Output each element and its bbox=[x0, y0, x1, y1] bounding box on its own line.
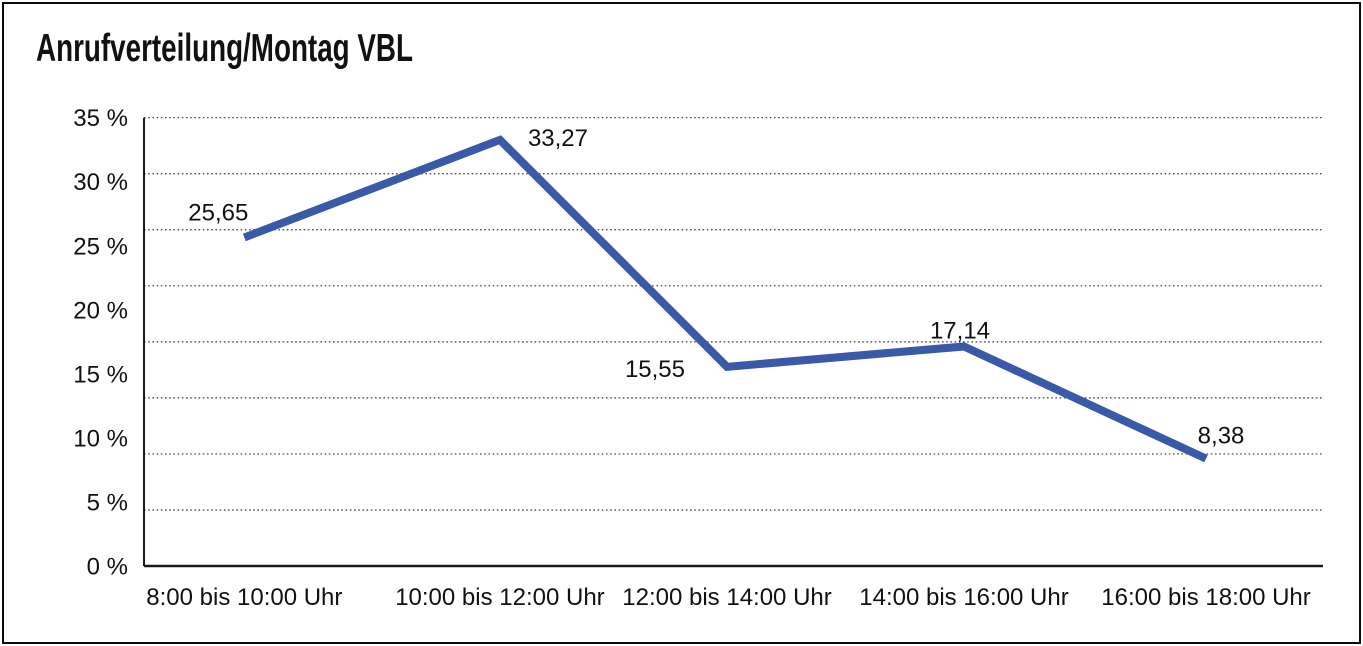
y-tick-label: 30 % bbox=[73, 169, 128, 196]
x-axis-category-labels: 8:00 bis 10:00 Uhr 10:00 bis 12:00 Uhr 12:… bbox=[146, 584, 1311, 611]
axes-group bbox=[143, 117, 1323, 568]
data-value-label: 15,55 bbox=[625, 356, 685, 383]
y-tick-label: 25 % bbox=[73, 233, 128, 260]
data-value-label: 17,14 bbox=[930, 317, 990, 344]
x-category-label: 10:00 bis 12:00 Uhr bbox=[395, 584, 604, 611]
x-category-label: 16:00 bis 18:00 Uhr bbox=[1101, 584, 1310, 611]
x-category-label: 14:00 bis 16:00 Uhr bbox=[859, 584, 1068, 611]
y-axis-tick-labels: 35 % 30 % 25 % 20 % 15 % 10 % 5 % 0 % bbox=[73, 105, 128, 580]
data-value-labels: 25,65 33,27 15,55 17,14 8,38 bbox=[188, 125, 1244, 450]
y-tick-label: 5 % bbox=[87, 489, 128, 516]
x-category-label: 8:00 bis 10:00 Uhr bbox=[146, 584, 342, 611]
data-value-label: 8,38 bbox=[1198, 423, 1245, 450]
y-tick-label: 20 % bbox=[73, 297, 128, 324]
x-category-label: 12:00 bis 14:00 Uhr bbox=[622, 584, 831, 611]
gridlines-group bbox=[144, 117, 1323, 511]
data-value-label: 33,27 bbox=[528, 125, 588, 152]
y-tick-label: 0 % bbox=[87, 554, 128, 581]
y-tick-label: 15 % bbox=[73, 361, 128, 388]
data-series-line bbox=[242, 135, 1208, 463]
y-tick-label: 10 % bbox=[73, 425, 128, 452]
y-tick-label: 35 % bbox=[73, 105, 128, 132]
chart-title: Anrufverteilung/Montag VBL bbox=[36, 27, 413, 70]
data-value-label: 25,65 bbox=[188, 199, 248, 226]
